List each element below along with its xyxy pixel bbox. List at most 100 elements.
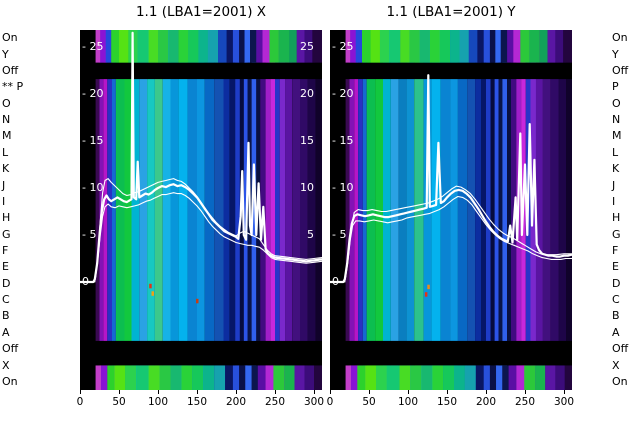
row-label: Y — [2, 47, 9, 61]
row-label: On — [612, 31, 628, 45]
x-tick-label: 100 — [397, 396, 419, 408]
x-tick-label: 250 — [514, 396, 536, 408]
spectrum-curve-main — [80, 31, 322, 284]
x-tick-label: 100 — [147, 396, 169, 408]
row-label: I — [612, 194, 616, 208]
panel-x-title: 1.1 (LBA1=2001) X — [135, 4, 267, 20]
panel-x-xaxis: 0 50 100 150 200 250 300 — [76, 390, 325, 420]
x-tick-label: 300 — [303, 396, 325, 408]
row-label: L — [612, 145, 619, 159]
off-band — [330, 340, 572, 366]
spectrum-curve-bundle-high — [344, 185, 572, 283]
row-label: X — [2, 358, 10, 372]
x-tick-mark — [236, 390, 237, 394]
x-tick-label: 0 — [326, 396, 334, 408]
row-label: G — [2, 227, 11, 241]
spectrum-curve-bundle-high — [94, 178, 322, 283]
x-tick-label: 300 — [553, 396, 575, 408]
row-label: E — [612, 260, 619, 274]
row-label: M — [2, 129, 12, 143]
row-label: L — [2, 145, 9, 159]
x-tick-label: 0 — [76, 396, 84, 408]
right-row-labels: On Y Off P O N M L K J I H G F E D C B A Off X On — [610, 30, 638, 390]
row-label: On — [2, 31, 18, 45]
row-label: B — [612, 309, 620, 323]
row-label: J — [2, 178, 6, 192]
x-tick-mark — [158, 390, 159, 394]
row-label: Off — [2, 63, 19, 77]
row-label: P — [612, 80, 619, 94]
spectrum-curve-bundle-low — [80, 192, 322, 283]
row-label: X — [612, 358, 620, 372]
row-label: K — [2, 162, 10, 176]
x-tick-mark — [564, 390, 565, 394]
x-tick-label: 50 — [112, 396, 126, 408]
x-tick-mark — [275, 390, 276, 394]
x-tick-mark — [330, 390, 331, 394]
off-band — [330, 62, 572, 80]
x-tick-mark — [197, 390, 198, 394]
row-label: Y — [612, 47, 619, 61]
x-tick-mark — [447, 390, 448, 394]
panel-x-chart: - 25- 20- 15- 10- 5 0 25 20 15 10 5 — [80, 30, 322, 390]
rfi-speck — [424, 292, 428, 297]
heatmap-svg — [80, 30, 322, 390]
x-tick-label: 150 — [186, 396, 208, 408]
panel-y-xaxis: 0 50 100 150 200 250 300 — [326, 390, 575, 420]
off-band — [80, 62, 322, 80]
row-label: C — [612, 293, 620, 306]
panel-x: 1.1 (LBA1=2001) X - 25- 20- 15- 10- 5 0 25… — [77, 4, 324, 408]
panel-y-title: 1.1 (LBA1=2001) Y — [386, 4, 516, 20]
x-tick-label: 200 — [225, 396, 247, 408]
row-label: D — [2, 276, 11, 290]
row-label: F — [612, 243, 619, 257]
x-tick-mark — [408, 390, 409, 394]
row-label: O — [612, 96, 621, 110]
x-tick-mark — [369, 390, 370, 394]
heatmap-svg — [330, 30, 572, 390]
row-label: F — [2, 243, 9, 257]
row-label: A — [612, 325, 620, 339]
row-label: Off — [2, 342, 19, 356]
row-label: D — [612, 276, 621, 290]
row-label: On — [612, 374, 628, 388]
row-label: O — [2, 96, 11, 110]
row-label: H — [612, 211, 621, 225]
row-label: E — [2, 260, 9, 274]
row-label: H — [2, 211, 11, 225]
x-tick-mark — [80, 390, 81, 394]
row-label: K — [612, 162, 620, 176]
x-tick-mark — [314, 390, 315, 394]
row-label: M — [612, 129, 622, 143]
spectrum-curve-main — [330, 74, 572, 284]
row-label: J — [612, 178, 616, 192]
rfi-speck — [427, 284, 430, 290]
row-label: Off — [612, 342, 629, 356]
x-tick-label: 50 — [362, 396, 376, 408]
row-label: ** P — [2, 80, 24, 94]
x-tick-mark — [525, 390, 526, 394]
row-label: A — [2, 325, 10, 339]
row-label: N — [612, 113, 621, 126]
rfi-speck — [151, 291, 154, 296]
row-label: Off — [612, 63, 629, 77]
row-label: B — [2, 309, 10, 323]
row-label: C — [2, 293, 10, 306]
left-row-labels: On Y Off ** P O N M L K J I H G F E D C B A Off X On — [0, 30, 28, 390]
row-label: N — [2, 113, 11, 126]
x-tick-label: 250 — [264, 396, 286, 408]
rfi-speck — [149, 283, 152, 289]
x-tick-label: 150 — [436, 396, 458, 408]
spectrum-curve-bundle-low — [330, 195, 572, 283]
row-label: G — [612, 227, 621, 241]
x-tick-mark — [119, 390, 120, 394]
row-label: On — [2, 374, 18, 388]
x-tick-mark — [486, 390, 487, 394]
x-tick-label: 200 — [475, 396, 497, 408]
row-label: I — [2, 194, 6, 208]
off-band — [80, 340, 322, 366]
rfi-speck — [196, 298, 199, 304]
